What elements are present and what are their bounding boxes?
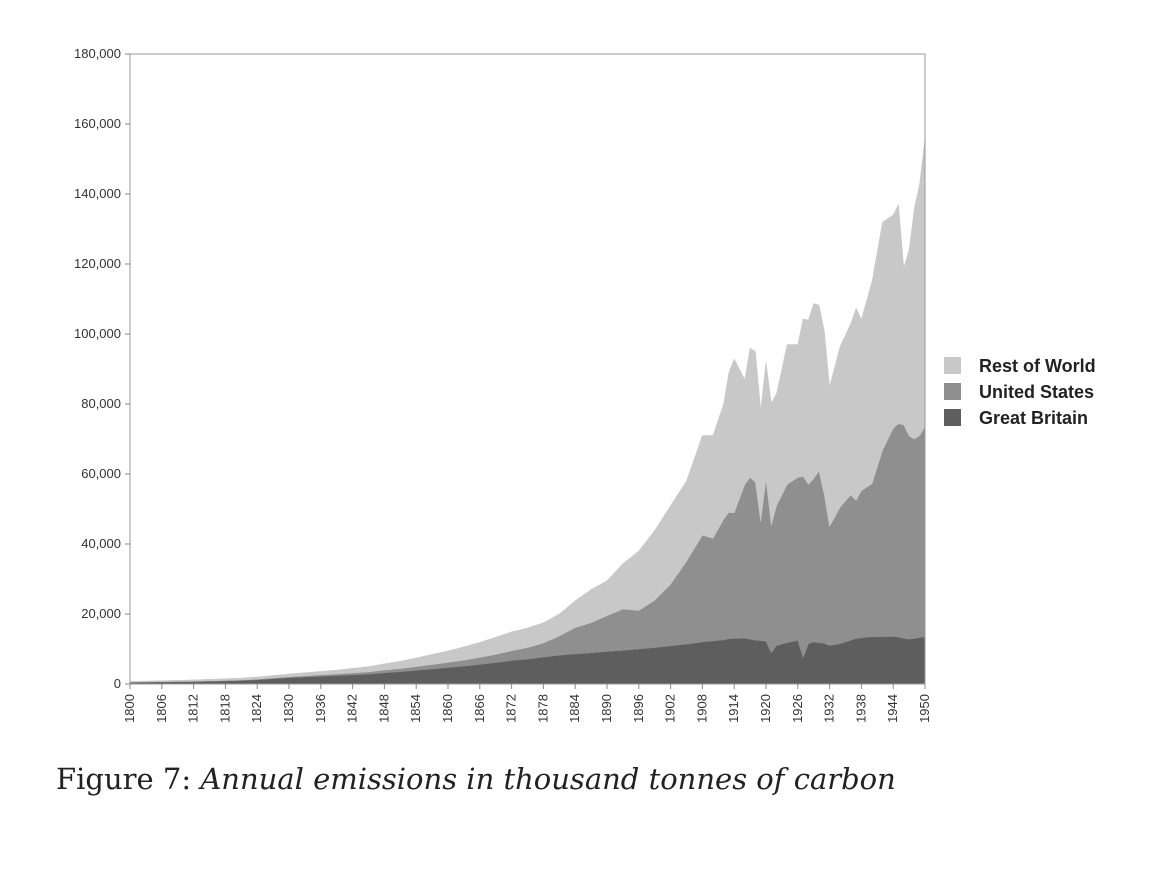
y-tick-label: 20,000 [81,606,121,621]
x-tick-label: 1830 [281,694,296,723]
y-axis: 0 20,000 40,000 60,000 80,000 100,000 120,000 1… [74,46,130,691]
x-tick-label: 1884 [567,694,582,723]
y-tick-label: 140,000 [74,186,121,201]
x-tick-label: 1854 [408,694,423,723]
caption-label: Figure 7: [56,762,192,796]
x-tick-label: 1908 [694,694,709,723]
x-tick-label: 1848 [376,694,391,723]
legend-label: United States [979,382,1094,402]
x-tick-label: 1860 [440,694,455,723]
x-tick-label: 1818 [217,694,232,723]
y-tick-label: 100,000 [74,326,121,341]
legend-swatch-rest-of-world [944,357,961,374]
figure-caption: Figure 7: Annual emissions in thousand t… [56,762,896,796]
x-tick-label: 1812 [186,694,201,723]
legend-swatch-united-states [944,383,961,400]
x-tick-label: 1806 [154,694,169,723]
x-tick-label: 1932 [822,694,837,723]
caption-text: Annual emissions in thousand tonnes of c… [200,762,896,796]
x-tick-label: 1936 [313,694,328,723]
emissions-stacked-area-chart: 0 20,000 40,000 60,000 80,000 100,000 120,000 1… [74,46,1096,723]
y-tick-label: 120,000 [74,256,121,271]
x-tick-label: 1944 [885,694,900,723]
x-axis: 1800 1806 1812 1818 1824 1830 1936 1842 1848 1854… [122,684,932,723]
legend: Rest of World United States Great Britain [944,356,1096,428]
y-tick-label: 0 [114,676,121,691]
y-tick-label: 160,000 [74,116,121,131]
x-tick-label: 1878 [535,694,550,723]
plot-frame [129,53,926,685]
x-tick-label: 1842 [345,694,360,723]
x-tick-label: 1866 [472,694,487,723]
x-tick-label: 1890 [599,694,614,723]
legend-label: Great Britain [979,408,1088,428]
y-tick-label: 40,000 [81,536,121,551]
x-tick-label: 1920 [758,694,773,723]
x-tick-label: 1938 [853,694,868,723]
x-tick-label: 1896 [631,694,646,723]
x-tick-label: 1914 [726,694,741,723]
areas-layer [129,137,926,685]
legend-swatch-great-britain [944,409,961,426]
x-tick-label: 1950 [917,694,932,723]
x-tick-label: 1824 [249,694,264,723]
y-tick-label: 180,000 [74,46,121,61]
x-tick-label: 1800 [122,694,137,723]
x-tick-label: 1902 [663,694,678,723]
y-tick-label: 60,000 [81,466,121,481]
y-tick-label: 80,000 [81,396,121,411]
x-tick-label: 1926 [790,694,805,723]
legend-label: Rest of World [979,356,1096,376]
x-tick-label: 1872 [504,694,519,723]
